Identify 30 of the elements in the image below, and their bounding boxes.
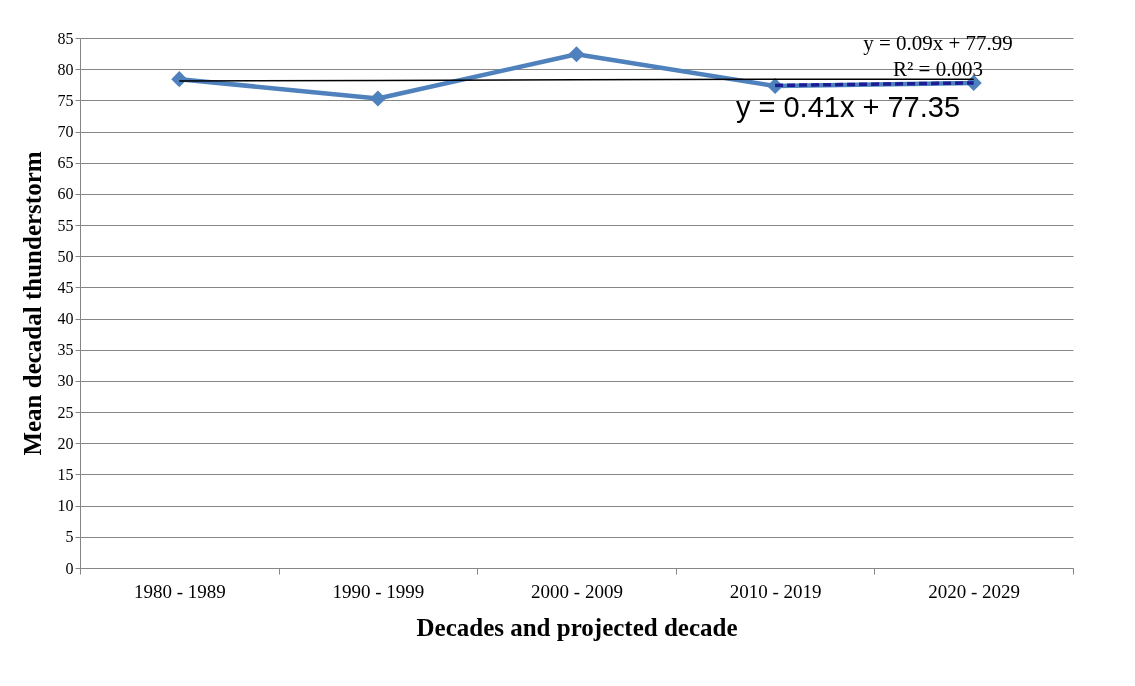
y-tick-label: 85 [57,29,74,47]
x-tick-label: 1990 - 1999 [332,580,425,602]
x-tick-label: 2000 - 2009 [531,580,623,602]
y-axis-title: Mean decadal thunderstorm [18,151,46,456]
x-tick-label: 2020 - 2029 [928,580,1021,602]
y-tick-label: 50 [57,247,74,265]
y-tick-label: 35 [57,341,74,359]
point [369,90,386,107]
y-tick-label: 70 [57,123,74,141]
annotation: R² = 0.003 [893,57,983,81]
y-tick-label: 10 [57,497,74,515]
y-tick-label: 15 [57,465,74,483]
y-tick-label: 55 [57,216,74,234]
y-tick-label: 45 [57,278,74,296]
y-tick-label: 0 [65,559,74,577]
annotation: y = 0.09x + 77.99 [863,31,1013,55]
y-tick-label: 30 [57,372,74,390]
y-tick-label: 20 [57,434,74,452]
x-axis-title: Decades and projected decade [416,613,738,641]
point [568,46,585,63]
y-tick-label: 65 [57,154,74,172]
x-tick-label: 2010 - 2019 [729,580,822,602]
y-tick-label: 75 [57,91,74,109]
x-tick-label: 1980 - 1989 [133,580,226,602]
y-tick-label: 60 [57,185,74,203]
annotation: y = 0.41x + 77.35 [735,91,961,123]
y-tick-label: 40 [57,310,74,328]
y-tick-label: 5 [65,528,74,546]
y-tick-label: 80 [57,60,74,78]
y-tick-label: 25 [57,403,74,421]
